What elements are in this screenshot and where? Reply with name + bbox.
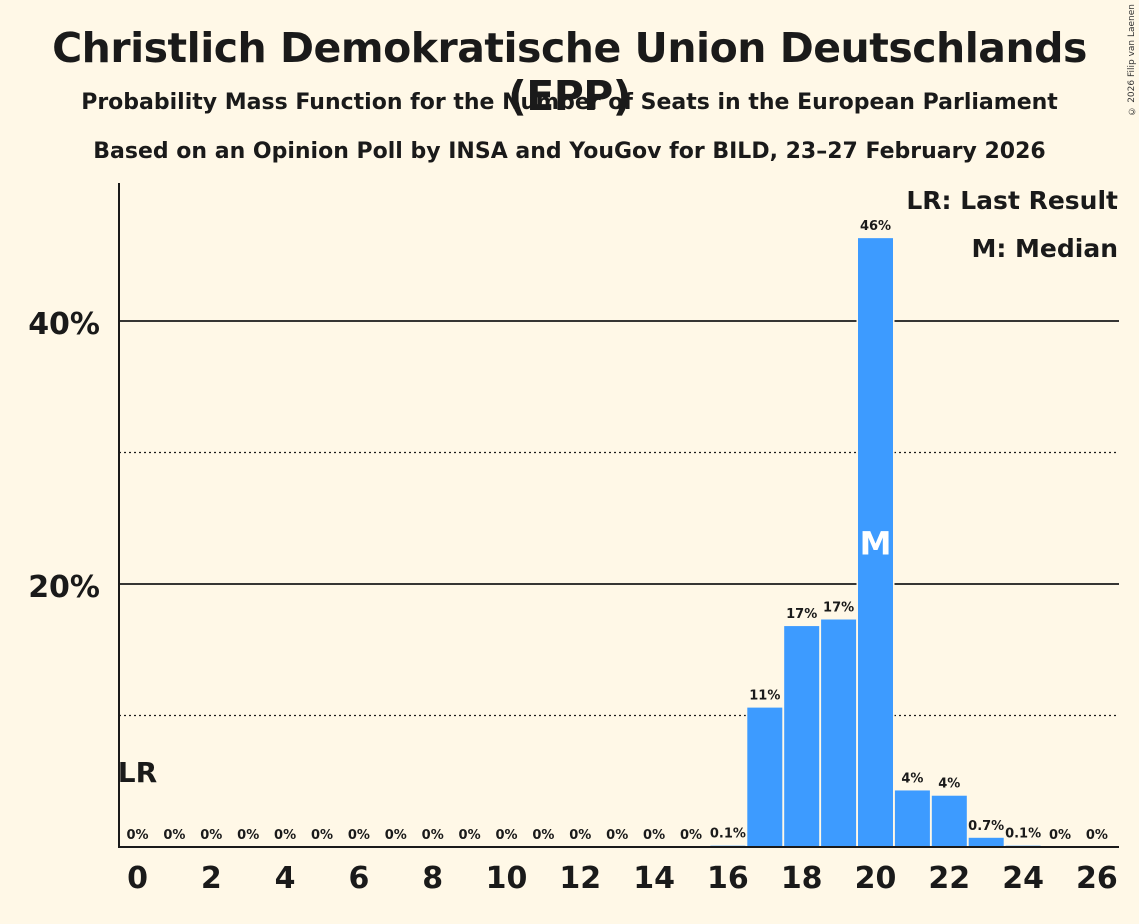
x-tick-label: 14	[633, 861, 675, 896]
gridlines	[119, 320, 1119, 717]
x-tick-label: 22	[928, 861, 970, 896]
chart-title: Christlich Demokratische Union Deutschla…	[52, 24, 1087, 120]
x-tick-label: 4	[275, 861, 296, 896]
x-tick-label: 24	[1002, 861, 1044, 896]
x-tick-label: 6	[348, 861, 369, 896]
bar-value-label: 0%	[569, 828, 591, 843]
legend-last-result: LR: Last Result	[906, 186, 1118, 215]
x-tick-label: 16	[707, 861, 749, 896]
bar-value-label: 0%	[643, 828, 665, 843]
bar-value-label: 0%	[237, 828, 259, 843]
legend-median: M: Median	[971, 234, 1118, 263]
x-tick-label: 10	[486, 861, 528, 896]
bar-seat-22	[931, 795, 967, 847]
x-tick-label: 2	[201, 861, 222, 896]
bar-gap-24	[1004, 844, 1043, 847]
bar-seat-20	[858, 238, 893, 847]
bar-seat-21	[894, 790, 930, 847]
bar-value-label: 46%	[860, 219, 891, 234]
bar-seat-18	[784, 626, 820, 847]
bar-gap-16	[708, 844, 747, 847]
y-tick-label: 40%	[28, 307, 100, 342]
bar-value-label: 0%	[1049, 828, 1071, 843]
bar-value-label: 0%	[126, 828, 148, 843]
x-tick-label: 26	[1076, 861, 1118, 896]
y-tick-label: 20%	[28, 570, 100, 605]
bar-value-label: 0%	[311, 828, 333, 843]
bars	[708, 236, 1043, 847]
median-marker: M	[860, 525, 892, 563]
x-tick-label: 12	[559, 861, 601, 896]
bar-value-label: 0%	[422, 828, 444, 843]
x-tick-label: 20	[855, 861, 897, 896]
bar-seat-17	[747, 707, 783, 847]
chart-subtitle-source: Based on an Opinion Poll by INSA and You…	[93, 139, 1046, 164]
bar-value-label: 0%	[163, 828, 185, 843]
bar-value-label: 0.7%	[968, 819, 1004, 834]
bar-seat-23	[968, 837, 1004, 847]
x-tick-label: 8	[422, 861, 443, 896]
bar-value-label: 0.1%	[710, 827, 746, 842]
bar-value-label: 0%	[274, 828, 296, 843]
bar-value-label: 0%	[348, 828, 370, 843]
bar-value-label: 4%	[901, 771, 923, 786]
chart-subtitle: Probability Mass Function for the Number…	[81, 90, 1058, 115]
bar-value-label: 0%	[385, 828, 407, 843]
bar-value-label: 0%	[495, 828, 517, 843]
bar-value-label: 0%	[532, 828, 554, 843]
bar-value-label: 0%	[606, 828, 628, 843]
bar-value-label: 0%	[200, 828, 222, 843]
x-tick-label: 0	[127, 861, 148, 896]
bar-value-label: 17%	[786, 607, 817, 622]
bar-labels: 0% 0% 0% 0% 0% 0% 0% 0% 0% 0% 0% 0% 0% 0% 0% 0% 0.1% 11% 1…	[118, 219, 1108, 843]
bar-value-label: 0%	[459, 828, 481, 843]
bar-value-label: 11%	[749, 689, 780, 704]
bar-value-label: 0%	[680, 828, 702, 843]
bar-value-label: 4%	[938, 777, 960, 792]
bar-value-label: 0%	[1086, 828, 1108, 843]
bar-value-label: 0.1%	[1005, 827, 1041, 842]
bar-seat-19	[821, 619, 857, 847]
bar-value-label: 17%	[823, 601, 854, 616]
last-result-marker: LR	[118, 756, 157, 789]
x-tick-label: 18	[781, 861, 823, 896]
